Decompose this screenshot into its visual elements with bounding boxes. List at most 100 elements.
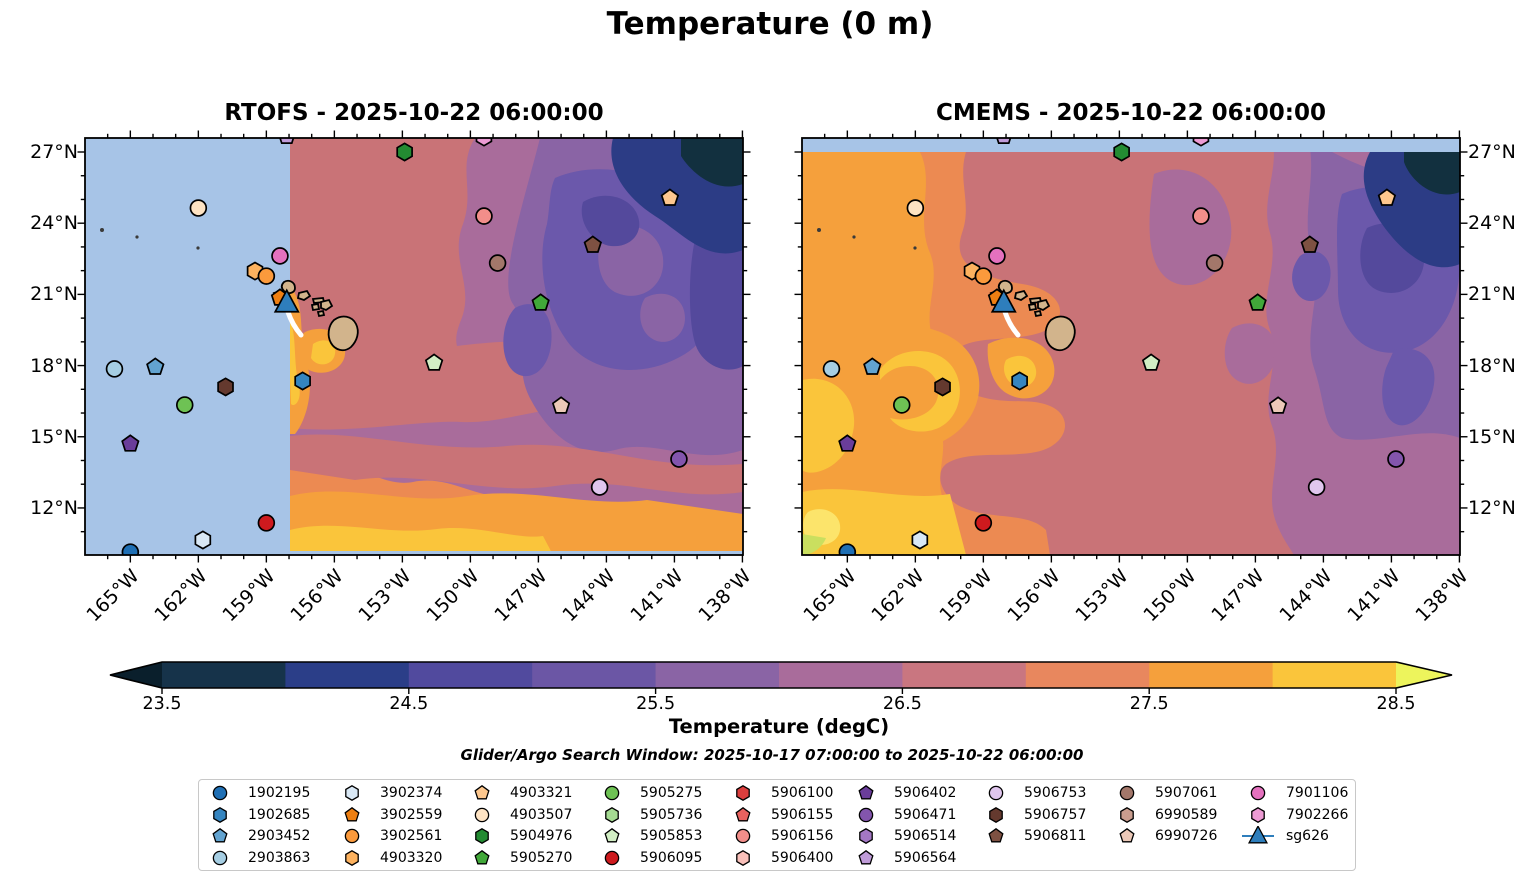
circle-marker-icon	[212, 850, 228, 865]
pentagon-marker-icon	[858, 849, 874, 864]
float-marker-5906156	[1192, 207, 1210, 225]
colorbar-tick-label: 27.5	[1129, 694, 1169, 714]
legend-entry-label: 5905275	[640, 785, 703, 801]
float-marker-5905275	[892, 396, 911, 414]
lat-tick-label: 24°N	[30, 212, 78, 235]
lon-tick-label: 159°W	[935, 565, 997, 627]
float-marker-5906811	[583, 235, 602, 253]
legend-entry-label: 2903452	[248, 828, 311, 844]
map-rtofs	[77, 130, 751, 563]
float-marker-2903452	[146, 357, 165, 375]
circle-marker-icon	[604, 850, 620, 865]
float-marker-4903507	[906, 199, 925, 217]
lon-tick-label: 144°W	[1275, 565, 1337, 627]
lon-tick-label: 165°W	[82, 565, 144, 627]
panel-title-cmems: CMEMS - 2025-10-22 06:00:00	[935, 100, 1327, 126]
legend-entry-label: 3902561	[380, 828, 443, 844]
temperature-field	[85, 138, 743, 555]
temperature-field	[802, 138, 1460, 555]
lon-tick-label: 162°W	[150, 565, 212, 627]
pentagon-marker-icon	[988, 827, 1004, 843]
float-marker-5905270	[531, 293, 550, 311]
legend-entry-label: 4903507	[510, 806, 573, 823]
float-marker-5906156	[475, 207, 493, 225]
circle-marker-icon	[1250, 785, 1266, 801]
legend: 1902195 1902685 2903452 2903863 3902374 39025…	[198, 779, 1356, 871]
legend-entry-label: 7902266	[1286, 806, 1349, 823]
float-marker-5906402	[838, 434, 857, 452]
lat-tick-label: 18°N	[1468, 354, 1516, 377]
legend-entry-label: 1902685	[248, 806, 311, 823]
circle-marker-icon	[212, 785, 228, 801]
hexagon-marker-icon	[213, 806, 227, 823]
colorbar-tick-label: 28.5	[1376, 694, 1416, 714]
legend-entry-label: 3902559	[380, 806, 443, 823]
hexagon-marker-icon	[345, 785, 359, 801]
lon-tick-label: 156°W	[1003, 565, 1065, 627]
legend-entry-label: sg626	[1286, 828, 1329, 844]
float-marker-5906811	[1300, 235, 1319, 253]
circle-marker-icon	[988, 785, 1004, 801]
lat-tick-label: 24°N	[1468, 212, 1516, 235]
float-marker-3902561	[257, 267, 276, 285]
legend-entry-label: 5906155	[771, 806, 834, 823]
lat-tick-label: 18°N	[30, 354, 78, 377]
float-marker-2903863	[105, 360, 124, 378]
pentagon-marker-icon	[735, 806, 751, 821]
float-marker-7902266	[1192, 138, 1210, 147]
lon-tick-label: 138°W	[1411, 565, 1473, 627]
hexagon-marker-icon	[345, 849, 359, 866]
legend-entry-label: 1902195	[248, 785, 311, 801]
float-marker-1902195	[838, 543, 857, 555]
pentagon-marker-icon	[474, 784, 490, 800]
lon-tick-label: 138°W	[694, 565, 756, 627]
figure-title: Temperature (0 m)	[606, 6, 934, 42]
pentagon-marker-icon	[474, 849, 490, 864]
float-marker-5905853	[1141, 353, 1161, 371]
colorbar	[109, 661, 1453, 694]
legend-entry-label: 5906753	[1024, 785, 1087, 801]
hexagon-marker-icon	[736, 785, 750, 801]
legend-entry-label: 5905853	[640, 828, 703, 844]
float-marker-3902374	[194, 530, 212, 550]
lon-tick-label: 147°W	[490, 565, 552, 627]
circle-marker-icon	[858, 807, 874, 822]
circle-marker-icon	[1119, 785, 1135, 801]
pentagon-marker-icon	[344, 806, 360, 821]
float-marker-5904976	[1113, 142, 1130, 162]
legend-entry-label: 5906400	[771, 849, 834, 866]
colorbar-label: Temperature (degC)	[668, 715, 890, 738]
float-marker-5907061	[1205, 254, 1224, 272]
hexagon-marker-icon	[605, 806, 619, 823]
hexagon-marker-icon	[989, 806, 1003, 823]
float-marker-4903321	[660, 188, 680, 206]
legend-entry-label: 5906402	[894, 785, 957, 801]
float-marker-7901106	[988, 247, 1006, 265]
float-marker-5905275	[175, 396, 194, 414]
circle-marker-icon	[604, 785, 620, 801]
legend-entry-label: 5906156	[771, 828, 834, 844]
pentagon-marker-icon	[604, 827, 620, 843]
colorbar-tick-label: 25.5	[636, 694, 676, 714]
legend-entry-label: 5904976	[510, 828, 573, 844]
float-marker-7902266	[475, 138, 493, 147]
float-marker-2903452	[863, 357, 882, 375]
colorbar-tick-label: 24.5	[389, 694, 429, 714]
lat-tick-label: 12°N	[30, 496, 78, 519]
pentagon-marker-icon	[1119, 827, 1135, 843]
lon-tick-label: 165°W	[799, 565, 861, 627]
float-marker-3902374	[911, 530, 929, 550]
lon-tick-label: 156°W	[286, 565, 348, 627]
lon-tick-label: 147°W	[1207, 565, 1269, 627]
hexagon-marker-icon	[1251, 806, 1265, 823]
float-marker-5906564	[996, 138, 1012, 144]
lon-tick-label: 153°W	[354, 565, 416, 627]
lat-tick-label: 21°N	[1468, 283, 1516, 306]
legend-entry-label: 2903863	[248, 849, 311, 866]
legend-entry-label: 5906471	[894, 806, 957, 823]
legend-entry-label: 7901106	[1286, 785, 1349, 801]
hexagon-marker-icon	[859, 828, 873, 844]
float-marker-1902685	[294, 371, 311, 391]
search-window-subtitle: Glider/Argo Search Window: 2025-10-17 07…	[460, 746, 1084, 764]
